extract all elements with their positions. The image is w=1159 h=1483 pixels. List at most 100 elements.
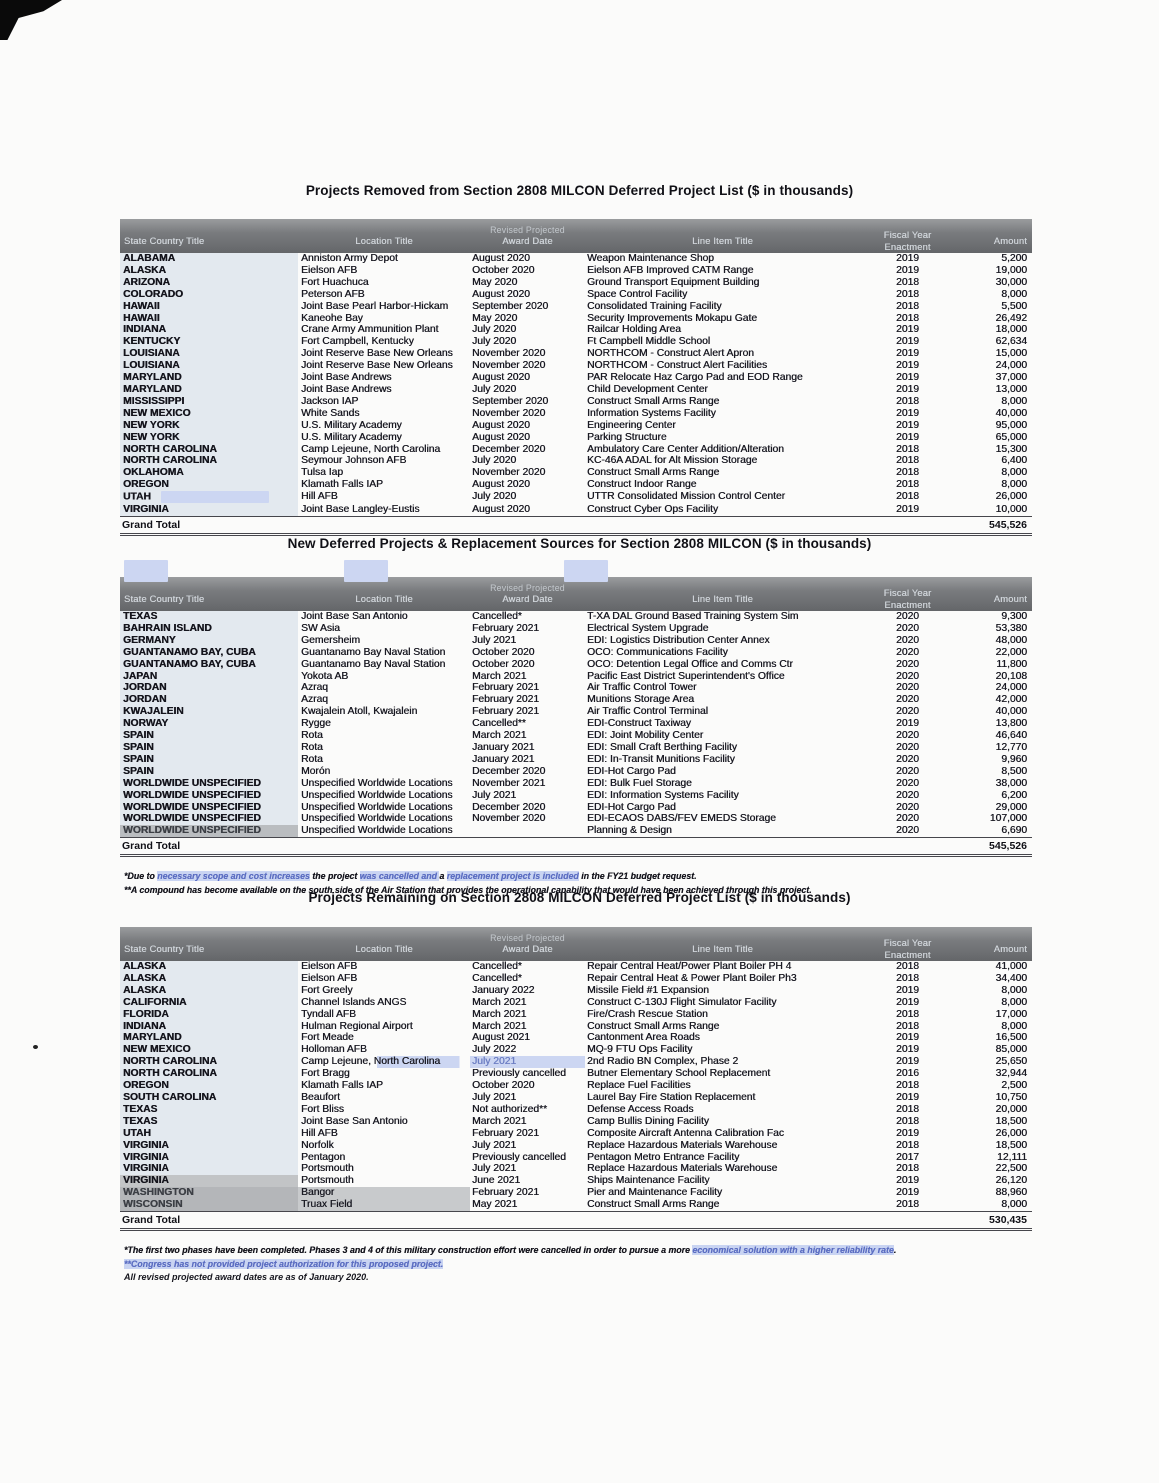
cell-award-date: November 2021 <box>472 777 546 789</box>
cell-amount: 40,000 <box>995 407 1028 419</box>
cell-state: MARYLAND <box>120 1032 298 1045</box>
cell-line-item: Replace Hazardous Materials Warehouse <box>587 1163 778 1175</box>
cell-fiscal-year: 2020 <box>896 730 919 742</box>
table-row: NORTH CAROLINA Seymour Johnson AFB July 20… <box>120 455 1032 468</box>
table-row: ALASKA Eielson AFB Cancelled* Repair Centra… <box>120 972 1032 985</box>
cell-fiscal-year: 2018 <box>896 1020 919 1032</box>
cell-location: Unspecified Worldwide Locations <box>301 825 453 837</box>
table-row: ARIZONA Fort Huachuca May 2020 Ground Trans… <box>120 276 1032 289</box>
table-row: OKLAHOMA Tulsa Iap November 2020 Construct … <box>120 467 1032 480</box>
footnote-highlighted-text: replacement project is included <box>446 871 579 882</box>
cell-state: BAHRAIN ISLAND <box>120 622 298 635</box>
cell-fiscal-year: 2019 <box>896 1187 919 1199</box>
cell-location: Pentagon <box>301 1151 346 1163</box>
cell-fiscal-year: 2018 <box>896 300 919 312</box>
cell-amount: 37,000 <box>995 372 1028 384</box>
cell-location: Eielson AFB <box>301 972 358 984</box>
cell-location: Camp Lejeune, North Carolina <box>298 1056 470 1069</box>
cell-location: Unspecified Worldwide Locations <box>301 801 453 813</box>
header-upper-line <box>860 927 955 937</box>
cell-state: HAWAII <box>120 312 298 325</box>
cell-award-date: September 2020 <box>472 395 549 407</box>
cell-state: JORDAN <box>120 694 298 707</box>
table-row: JAPAN Yokota AB March 2021 Pacific East Dis… <box>120 670 1032 683</box>
cell-award-date: Cancelled* <box>472 611 522 622</box>
cell-fiscal-year: 2019 <box>896 1056 919 1068</box>
cell-fiscal-year: 2020 <box>896 741 919 753</box>
cell-location: Joint Reserve Base New Orleans <box>301 348 453 360</box>
cell-fiscal-year: 2018 <box>896 288 919 300</box>
cell-award-date: March 2021 <box>472 670 527 682</box>
cell-line-item: Composite Aircraft Antenna Calibration F… <box>587 1127 784 1139</box>
cell-state: INDIANA <box>120 324 298 337</box>
cell-amount: 30,000 <box>995 276 1028 288</box>
cell-line-item: Planning & Design <box>587 825 672 837</box>
cell-fiscal-year: 2018 <box>896 467 919 479</box>
cell-fiscal-year: 2020 <box>896 611 919 622</box>
cell-location: Tyndall AFB <box>301 1008 356 1020</box>
header-label: Fiscal Year Enactment <box>883 938 932 960</box>
cell-fiscal-year: 2020 <box>896 789 919 801</box>
cell-amount: 18,500 <box>995 1115 1028 1127</box>
cell-amount: 12,111 <box>997 1151 1027 1163</box>
cell-amount: 13,800 <box>995 718 1028 730</box>
column-header-location: Location Title <box>298 927 470 961</box>
cell-amount: 32,944 <box>995 1068 1028 1080</box>
cell-amount: 22,000 <box>995 646 1028 658</box>
table-row: KWAJALEIN Kwajalein Atoll, Kwajalein Febru… <box>120 706 1032 719</box>
cell-award-date: August 2021 <box>472 1032 530 1044</box>
cell-amount: 24,000 <box>995 360 1028 372</box>
cell-award-date: October 2020 <box>472 1080 535 1092</box>
cell-award-date: July 2022 <box>472 1044 517 1056</box>
table-row: MARYLAND Fort Meade August 2021 Cantonment … <box>120 1032 1032 1045</box>
table-row: VIRGINIA Portsmouth June 2021 Ships Mainten… <box>120 1175 1032 1188</box>
cell-line-item: NORTHCOM - Construct Alert Facilities <box>587 360 768 372</box>
cell-fiscal-year: 2020 <box>896 801 919 813</box>
cell-award-date: January 2022 <box>472 984 535 996</box>
header-label: State Country Title <box>124 944 205 954</box>
cell-state: ALASKA <box>120 264 298 277</box>
cell-location: Kwajalein Atoll, Kwajalein <box>301 706 418 718</box>
cell-location: Unspecified Worldwide Locations <box>301 789 453 801</box>
cell-state: LOUISIANA <box>120 360 298 373</box>
table-row: NORTH CAROLINA Camp Lejeune, North Caroli… <box>120 443 1032 456</box>
cell-location: Truax Field <box>298 1199 470 1212</box>
column-header-state: State Country Title <box>120 927 298 961</box>
table-row: NORTH CAROLINA Fort Bragg Previously cance… <box>120 1068 1032 1081</box>
table-row: NORTH CAROLINA Camp Lejeune, North Caroli… <box>120 1056 1032 1069</box>
cell-fiscal-year: 2019 <box>896 1032 919 1044</box>
cell-state: OREGON <box>120 479 298 492</box>
cell-fiscal-year: 2020 <box>896 682 919 694</box>
table-row: WORLDWIDE UNSPECIFIED Unspecified Worldwi… <box>120 813 1032 826</box>
table-projects-remaining: State Country Title Location Title Revised… <box>120 927 1032 1232</box>
cell-state: NEW MEXICO <box>120 1044 298 1057</box>
cell-fiscal-year: 2020 <box>896 813 919 825</box>
cell-line-item: EDI-Hot Cargo Pad <box>587 801 676 813</box>
cell-state: GUANTANAMO BAY, CUBA <box>120 658 298 671</box>
cell-amount: 20,000 <box>995 1103 1028 1115</box>
cell-award-date: February 2021 <box>472 694 539 706</box>
column-header-amount: Amount <box>955 577 1032 611</box>
cell-state: MARYLAND <box>120 383 298 396</box>
cell-line-item: EDI: Joint Mobility Center <box>587 730 704 742</box>
cell-award-date: June 2021 <box>472 1175 521 1187</box>
cell-location: Seymour Johnson AFB <box>301 455 407 467</box>
table-row: UTAH Hill AFB February 2021 Composite Aircr… <box>120 1127 1032 1140</box>
cell-fiscal-year: 2018 <box>896 312 919 324</box>
cell-state: MISSISSIPPI <box>120 395 298 408</box>
column-header-state: State Country Title <box>120 577 298 611</box>
cell-award-date: August 2020 <box>472 431 530 443</box>
cell-amount: 12,770 <box>995 741 1028 753</box>
column-header-amount: Amount <box>955 927 1032 961</box>
cell-fiscal-year: 2019 <box>896 996 919 1008</box>
table-header: State Country Title Location Title Revised… <box>120 577 1032 611</box>
cell-state: JAPAN <box>120 670 298 683</box>
header-upper-line <box>860 219 955 229</box>
cell-amount: 18,500 <box>995 1139 1028 1151</box>
cell-location: Azraq <box>301 682 328 694</box>
header-label: Line Item Title <box>692 236 753 246</box>
table-row: OREGON Klamath Falls IAP August 2020 Constr… <box>120 479 1032 492</box>
column-header-line-item: Line Item Title <box>585 927 860 961</box>
table-row: GUANTANAMO BAY, CUBA Guantanamo Bay Naval… <box>120 646 1032 659</box>
